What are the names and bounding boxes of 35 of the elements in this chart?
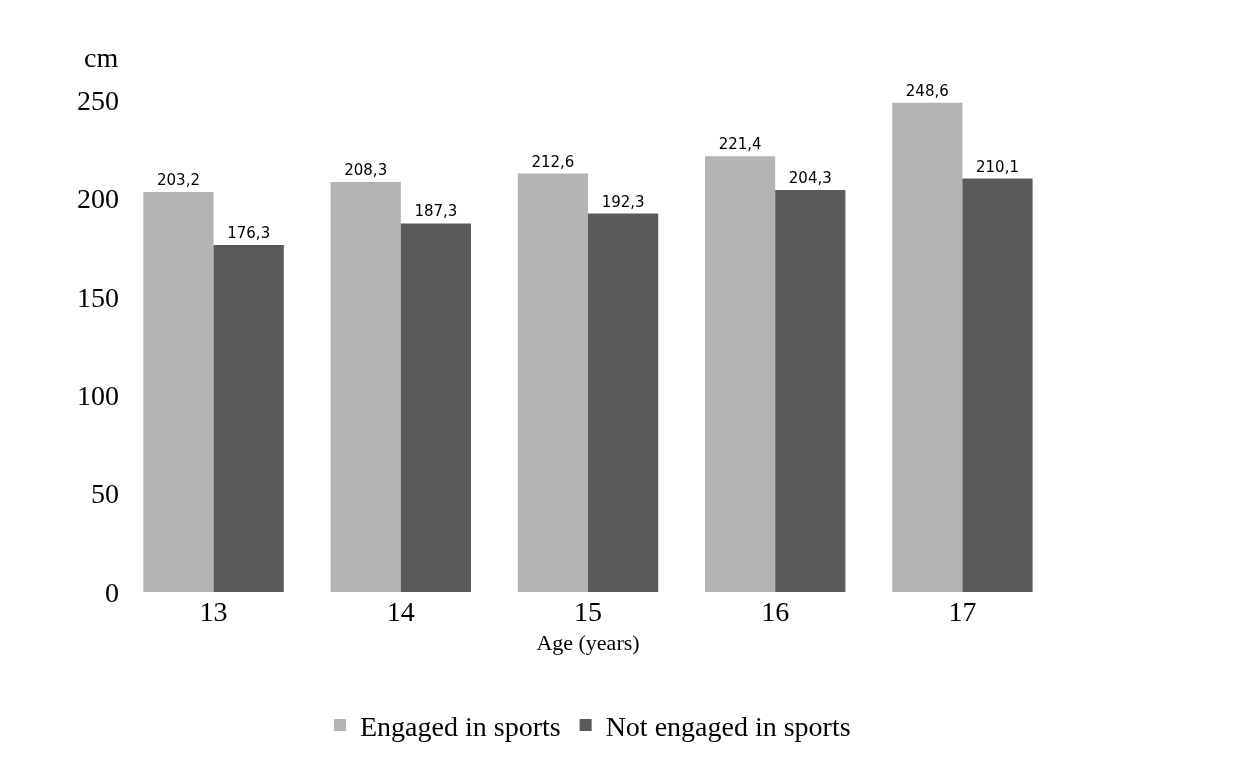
data-label: 248,6 [905, 81, 949, 100]
y-tick-label: 200 [77, 183, 119, 215]
y-tick-label: 0 [105, 576, 119, 608]
data-label: 187,3 [414, 202, 458, 221]
y-tick-label: 150 [77, 281, 119, 313]
data-label: 212,6 [531, 152, 575, 171]
x-tick-label: 16 [761, 596, 790, 627]
y-axis-title: cm [84, 42, 119, 73]
bar [962, 178, 1033, 592]
data-label: 204,3 [788, 168, 832, 187]
y-tick-label: 250 [77, 84, 119, 116]
x-axis-title: Age (years) [536, 629, 640, 655]
bar [892, 102, 963, 592]
bar [705, 156, 776, 592]
data-label: 192,3 [601, 192, 645, 211]
y-tick-label: 50 [91, 478, 119, 510]
bar [143, 192, 214, 592]
bar [400, 223, 471, 592]
y-tick-label: 100 [77, 380, 119, 411]
data-label: 176,3 [227, 224, 271, 243]
data-label: 221,4 [718, 135, 762, 154]
bar [517, 173, 588, 592]
bar [330, 182, 401, 592]
x-tick-label: 15 [574, 596, 602, 627]
bar [588, 213, 659, 592]
bar [213, 245, 284, 592]
legend-label: Engaged in sports [360, 710, 561, 742]
bar [775, 189, 846, 592]
x-tick-label: 14 [386, 596, 415, 627]
data-label: 210,1 [976, 157, 1019, 176]
x-tick-label: 17 [948, 596, 977, 627]
data-label: 208,3 [344, 161, 388, 180]
legend-label: Not engaged in sports [605, 710, 851, 742]
x-tick-label: 13 [199, 596, 228, 627]
data-label: 203,2 [157, 171, 200, 190]
